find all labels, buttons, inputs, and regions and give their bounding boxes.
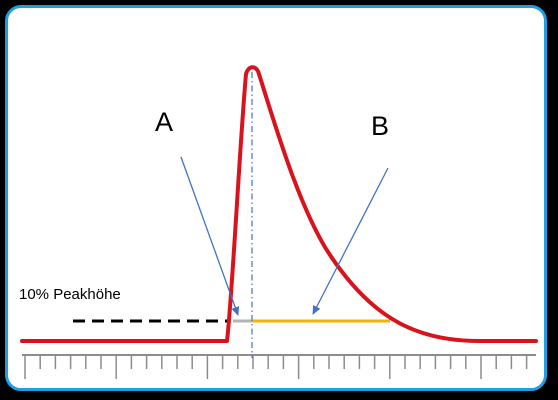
diagram-panel <box>5 5 547 391</box>
label-b: B <box>371 111 389 141</box>
label-threshold: 10% Peakhöhe <box>19 286 121 303</box>
label-a: A <box>155 107 173 137</box>
peak-curve <box>20 65 538 343</box>
arrow-b <box>312 167 389 315</box>
arrow-a <box>180 156 240 316</box>
x-axis-ticks <box>24 355 528 379</box>
